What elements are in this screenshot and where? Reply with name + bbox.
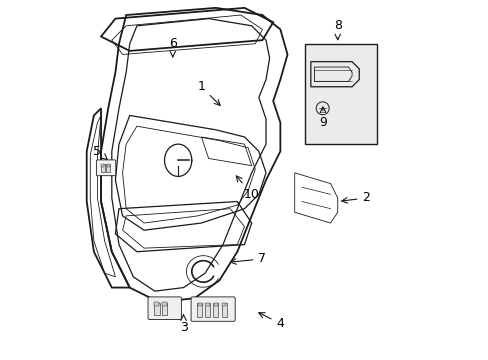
Bar: [205, 303, 209, 306]
Bar: [222, 303, 226, 306]
Text: 10: 10: [236, 176, 259, 201]
Bar: [213, 303, 218, 317]
Bar: [197, 303, 202, 317]
Text: 5: 5: [93, 145, 107, 159]
Text: 6: 6: [168, 37, 176, 57]
Bar: [101, 164, 104, 167]
Bar: [221, 303, 226, 317]
Bar: [154, 303, 159, 315]
Bar: [305, 44, 376, 144]
Text: 7: 7: [230, 252, 266, 265]
FancyBboxPatch shape: [148, 297, 181, 319]
Text: 1: 1: [197, 80, 220, 105]
FancyBboxPatch shape: [191, 297, 235, 321]
Text: 4: 4: [258, 313, 284, 330]
Bar: [106, 164, 109, 167]
Bar: [162, 302, 167, 306]
Text: 8: 8: [333, 19, 341, 40]
Text: 2: 2: [341, 192, 369, 204]
Text: 3: 3: [179, 315, 187, 333]
Bar: [204, 303, 210, 317]
Bar: [213, 303, 218, 306]
Bar: [197, 303, 202, 306]
Bar: [154, 302, 159, 306]
Text: 9: 9: [319, 107, 326, 129]
FancyBboxPatch shape: [96, 160, 116, 176]
Bar: [106, 164, 110, 172]
Bar: [101, 164, 104, 172]
Bar: [162, 303, 167, 315]
